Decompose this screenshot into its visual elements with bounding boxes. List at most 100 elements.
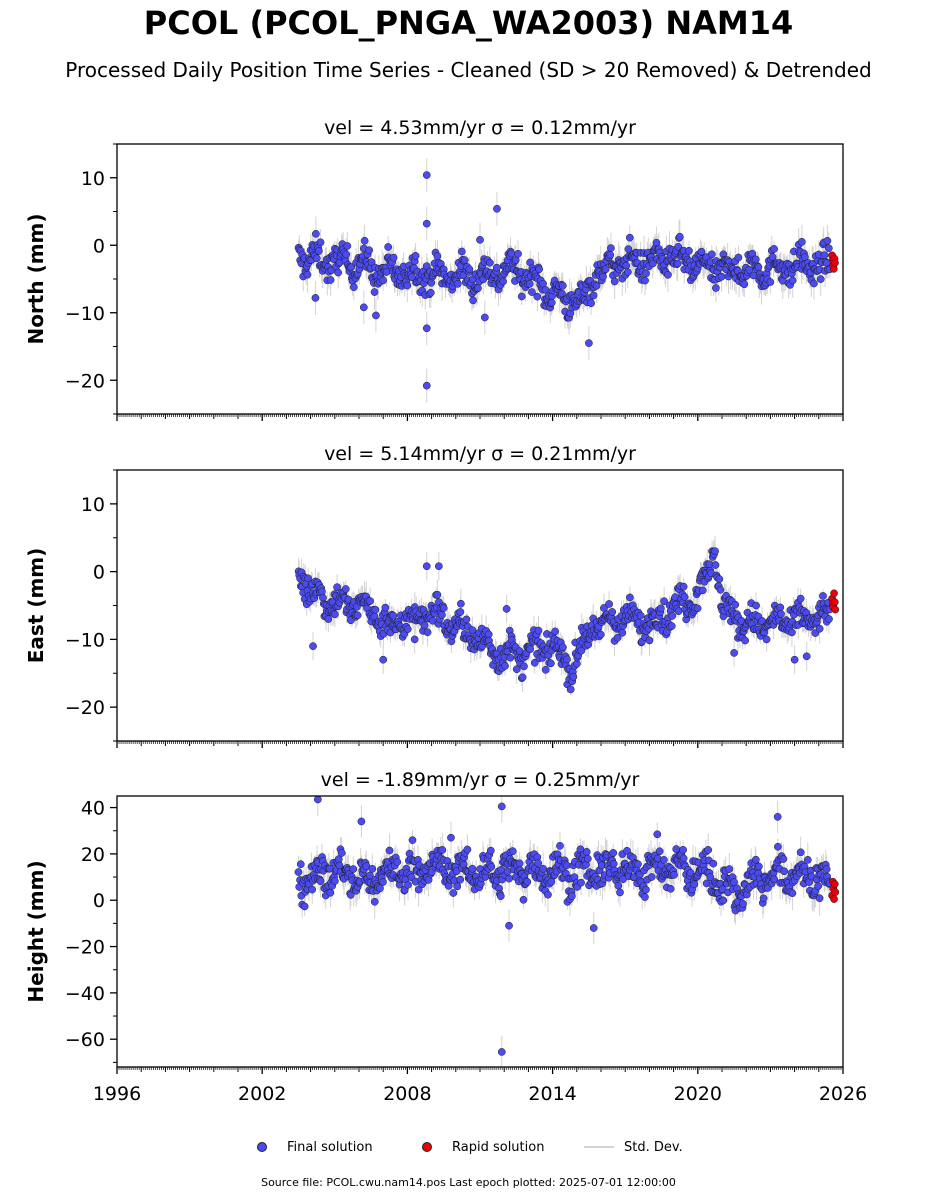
final-point xyxy=(312,229,320,238)
chart-subtitle: Processed Daily Position Time Series - C… xyxy=(65,58,872,82)
final-point xyxy=(647,873,656,881)
final-point xyxy=(660,856,668,864)
final-point xyxy=(480,313,489,322)
final-point xyxy=(741,636,750,645)
final-point xyxy=(379,878,387,886)
final-point xyxy=(730,878,738,887)
final-point xyxy=(751,255,760,264)
final-point xyxy=(655,847,664,856)
final-point xyxy=(541,665,550,674)
final-point xyxy=(519,895,528,904)
final-point xyxy=(474,284,482,292)
final-point xyxy=(350,283,358,292)
y-axis-label: East (mm) xyxy=(24,548,48,664)
rapid-point xyxy=(831,258,839,267)
final-point xyxy=(618,628,627,637)
final-point xyxy=(755,862,763,871)
final-point xyxy=(465,265,474,274)
x-axis xyxy=(116,414,844,421)
final-point xyxy=(673,259,682,268)
rapid-point xyxy=(830,598,839,606)
final-point xyxy=(709,859,718,868)
final-point xyxy=(372,311,380,320)
final-point xyxy=(331,877,339,885)
final-point xyxy=(597,630,605,639)
final-point xyxy=(506,653,515,662)
final-point xyxy=(556,842,564,850)
final-point xyxy=(326,276,335,284)
final-point xyxy=(790,655,799,664)
final-point xyxy=(547,659,555,668)
final-point xyxy=(609,849,618,857)
final-point xyxy=(468,626,477,634)
final-point xyxy=(422,219,431,228)
final-point xyxy=(512,665,521,674)
final-point xyxy=(730,649,738,657)
final-point xyxy=(333,583,341,592)
final-point xyxy=(438,611,446,619)
final-point xyxy=(508,847,517,855)
final-point xyxy=(433,252,442,261)
std-dev-bars xyxy=(297,796,831,1067)
final-point xyxy=(403,625,412,633)
final-point xyxy=(670,871,678,879)
final-point xyxy=(528,288,536,296)
final-point xyxy=(622,261,631,270)
final-point xyxy=(309,642,317,651)
final-point xyxy=(616,888,624,897)
final-point xyxy=(381,603,390,612)
final-point xyxy=(774,842,782,851)
final-point xyxy=(653,830,662,839)
final-point xyxy=(365,246,374,255)
final-point xyxy=(353,611,362,620)
final-point xyxy=(623,268,632,276)
final-point xyxy=(625,233,634,242)
final-point xyxy=(457,599,465,608)
final-point xyxy=(788,628,796,637)
final-point xyxy=(762,635,771,644)
final-point xyxy=(370,897,379,906)
final-point xyxy=(754,263,763,272)
final-point xyxy=(468,864,477,873)
final-point xyxy=(410,635,419,644)
final-point xyxy=(376,884,384,893)
final-point xyxy=(679,854,688,863)
final-point xyxy=(541,286,550,294)
final-point xyxy=(539,864,548,873)
final-point xyxy=(823,236,832,245)
final-point xyxy=(393,858,402,866)
rapid-point xyxy=(831,605,840,614)
rapid-point xyxy=(830,589,838,598)
final-point xyxy=(816,275,825,283)
final-point xyxy=(770,875,779,884)
final-point xyxy=(636,611,645,620)
final-point xyxy=(533,292,542,301)
final-point xyxy=(745,266,754,274)
final-point xyxy=(717,272,726,281)
final-point xyxy=(462,615,471,624)
final-point xyxy=(788,276,797,285)
y-tick-label: 10 xyxy=(81,494,105,516)
final-point xyxy=(679,845,687,854)
final-point xyxy=(518,673,527,682)
final-point xyxy=(389,611,398,620)
final-point xyxy=(341,585,350,593)
final-point xyxy=(657,604,665,613)
final-point xyxy=(711,561,720,569)
final-point xyxy=(566,685,575,694)
plot-area xyxy=(294,158,839,403)
plot-area xyxy=(294,535,840,696)
final-point xyxy=(600,604,608,612)
final-point xyxy=(697,247,706,256)
y-tick-label: −10 xyxy=(65,629,105,651)
final-point xyxy=(414,885,423,894)
final-point xyxy=(666,884,675,893)
rapid-solution-points xyxy=(828,589,840,614)
final-point xyxy=(343,242,352,250)
final-point xyxy=(449,889,458,897)
final-point xyxy=(562,861,571,870)
final-point xyxy=(334,268,342,277)
final-point xyxy=(457,247,466,256)
final-point xyxy=(404,880,412,889)
final-point xyxy=(770,245,778,253)
